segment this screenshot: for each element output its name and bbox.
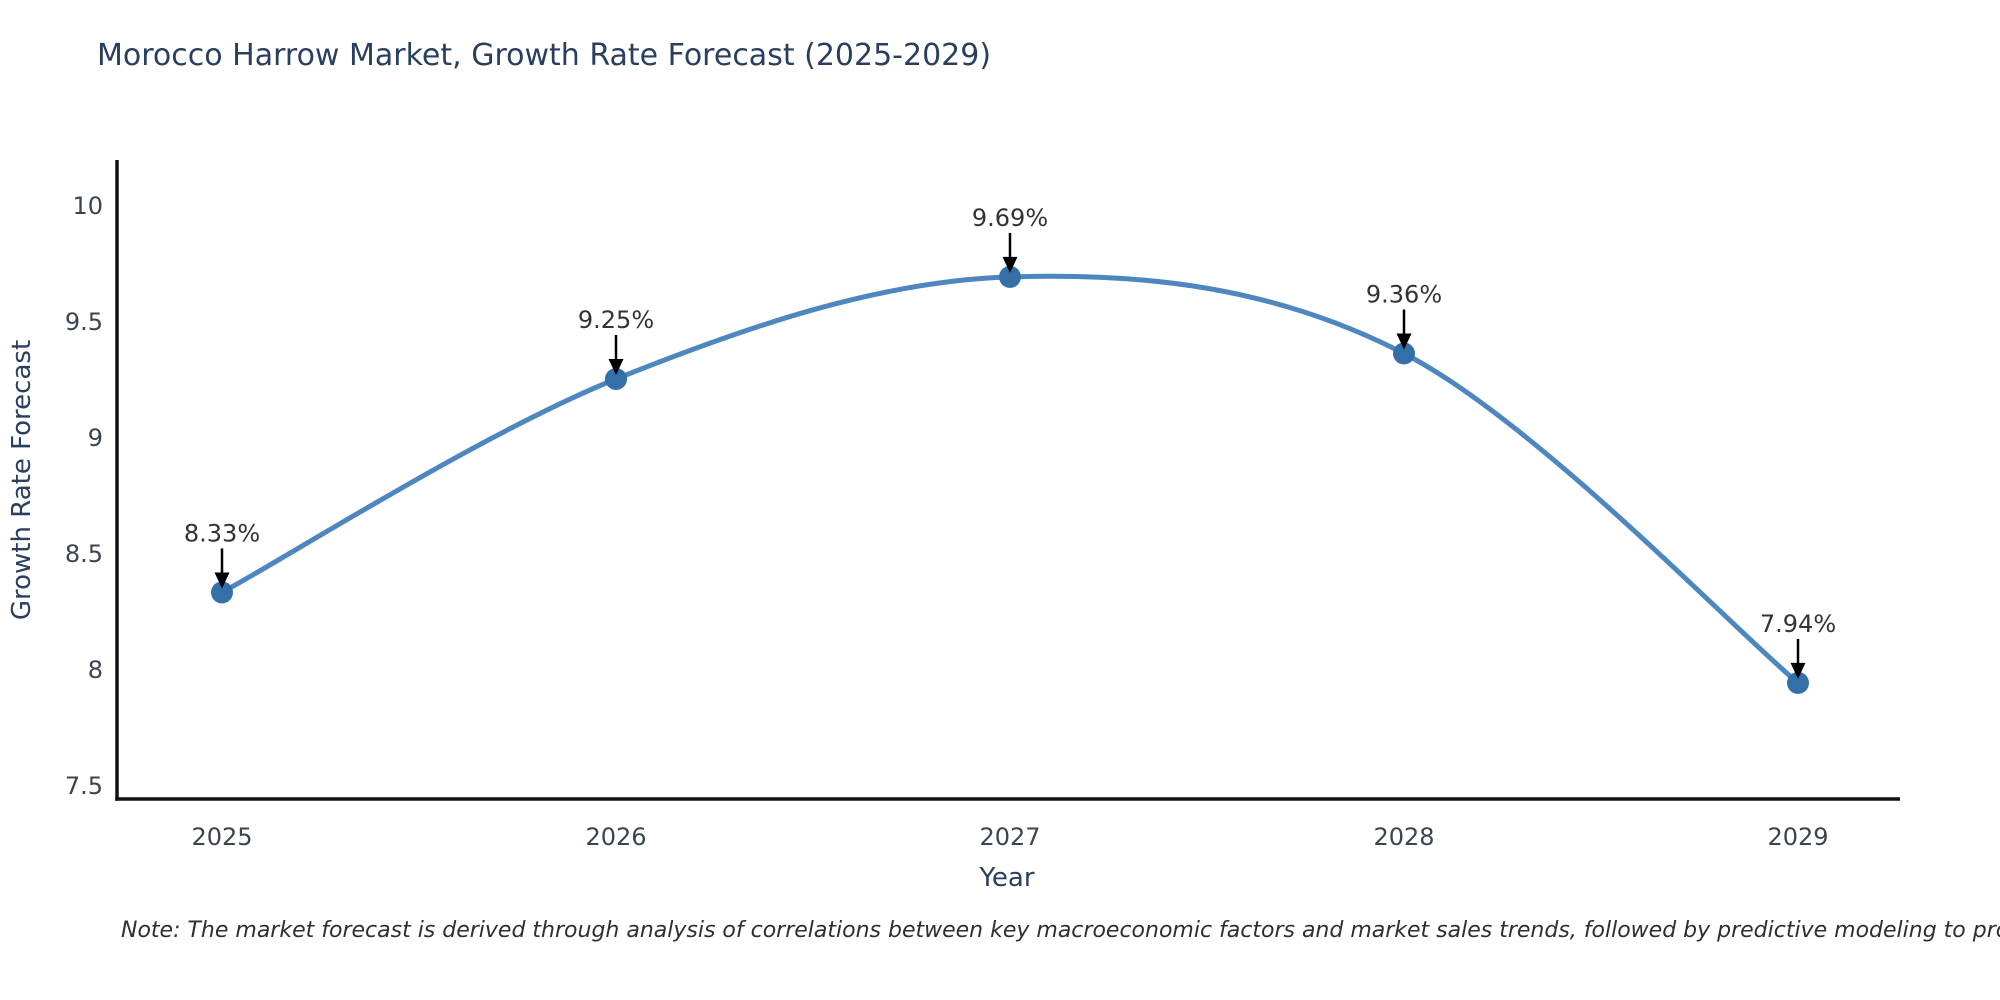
- x-axis-tick-labels: 2025 2026 2027 2028 2029: [191, 823, 1828, 851]
- data-point-marker: [211, 581, 233, 604]
- point-annotation-label: 9.25%: [578, 306, 654, 334]
- annotation-arrow-head: [1396, 333, 1412, 350]
- point-annotation-label: 7.94%: [1760, 610, 1836, 638]
- x-tick-label: 2027: [979, 823, 1040, 851]
- annotation-arrow-head: [214, 572, 230, 589]
- point-annotations: 8.33% 9.25% 9.69% 9.36% 7.94%: [184, 204, 1836, 679]
- y-tick-label: 9: [88, 424, 103, 452]
- data-point-marker: [999, 265, 1021, 288]
- point-annotation-label: 8.33%: [184, 519, 260, 547]
- y-axis-tick-labels: 10 9.5 9 8.5 8 7.5: [65, 192, 103, 800]
- y-tick-label: 8: [88, 656, 103, 684]
- x-axis-title: Year: [978, 863, 1034, 893]
- data-point-marker: [605, 368, 627, 390]
- point-annotation-label: 9.36%: [1366, 280, 1442, 308]
- x-tick-label: 2026: [585, 823, 646, 851]
- y-axis-title: Growth Rate Forecast: [7, 340, 37, 620]
- x-tick-label: 2029: [1767, 823, 1828, 851]
- data-point-marker: [1393, 342, 1415, 365]
- y-tick-label: 7.5: [65, 772, 103, 800]
- y-tick-label: 10: [72, 192, 103, 220]
- annotation-arrow-head: [1790, 662, 1806, 679]
- y-tick-label: 9.5: [65, 308, 103, 336]
- x-tick-label: 2025: [191, 823, 252, 851]
- point-annotation-label: 9.69%: [972, 204, 1048, 232]
- growth-rate-line-series: [211, 265, 1809, 694]
- y-tick-label: 8.5: [65, 540, 103, 568]
- chart-title: Morocco Harrow Market, Growth Rate Forec…: [97, 38, 992, 73]
- growth-rate-curve: [219, 273, 1801, 686]
- x-tick-label: 2028: [1373, 823, 1434, 851]
- annotation-arrow-head: [608, 359, 624, 375]
- data-point-marker: [1787, 671, 1809, 694]
- annotation-arrow-head: [1002, 256, 1018, 273]
- footnote: Note: The market forecast is derived thr…: [121, 918, 2000, 943]
